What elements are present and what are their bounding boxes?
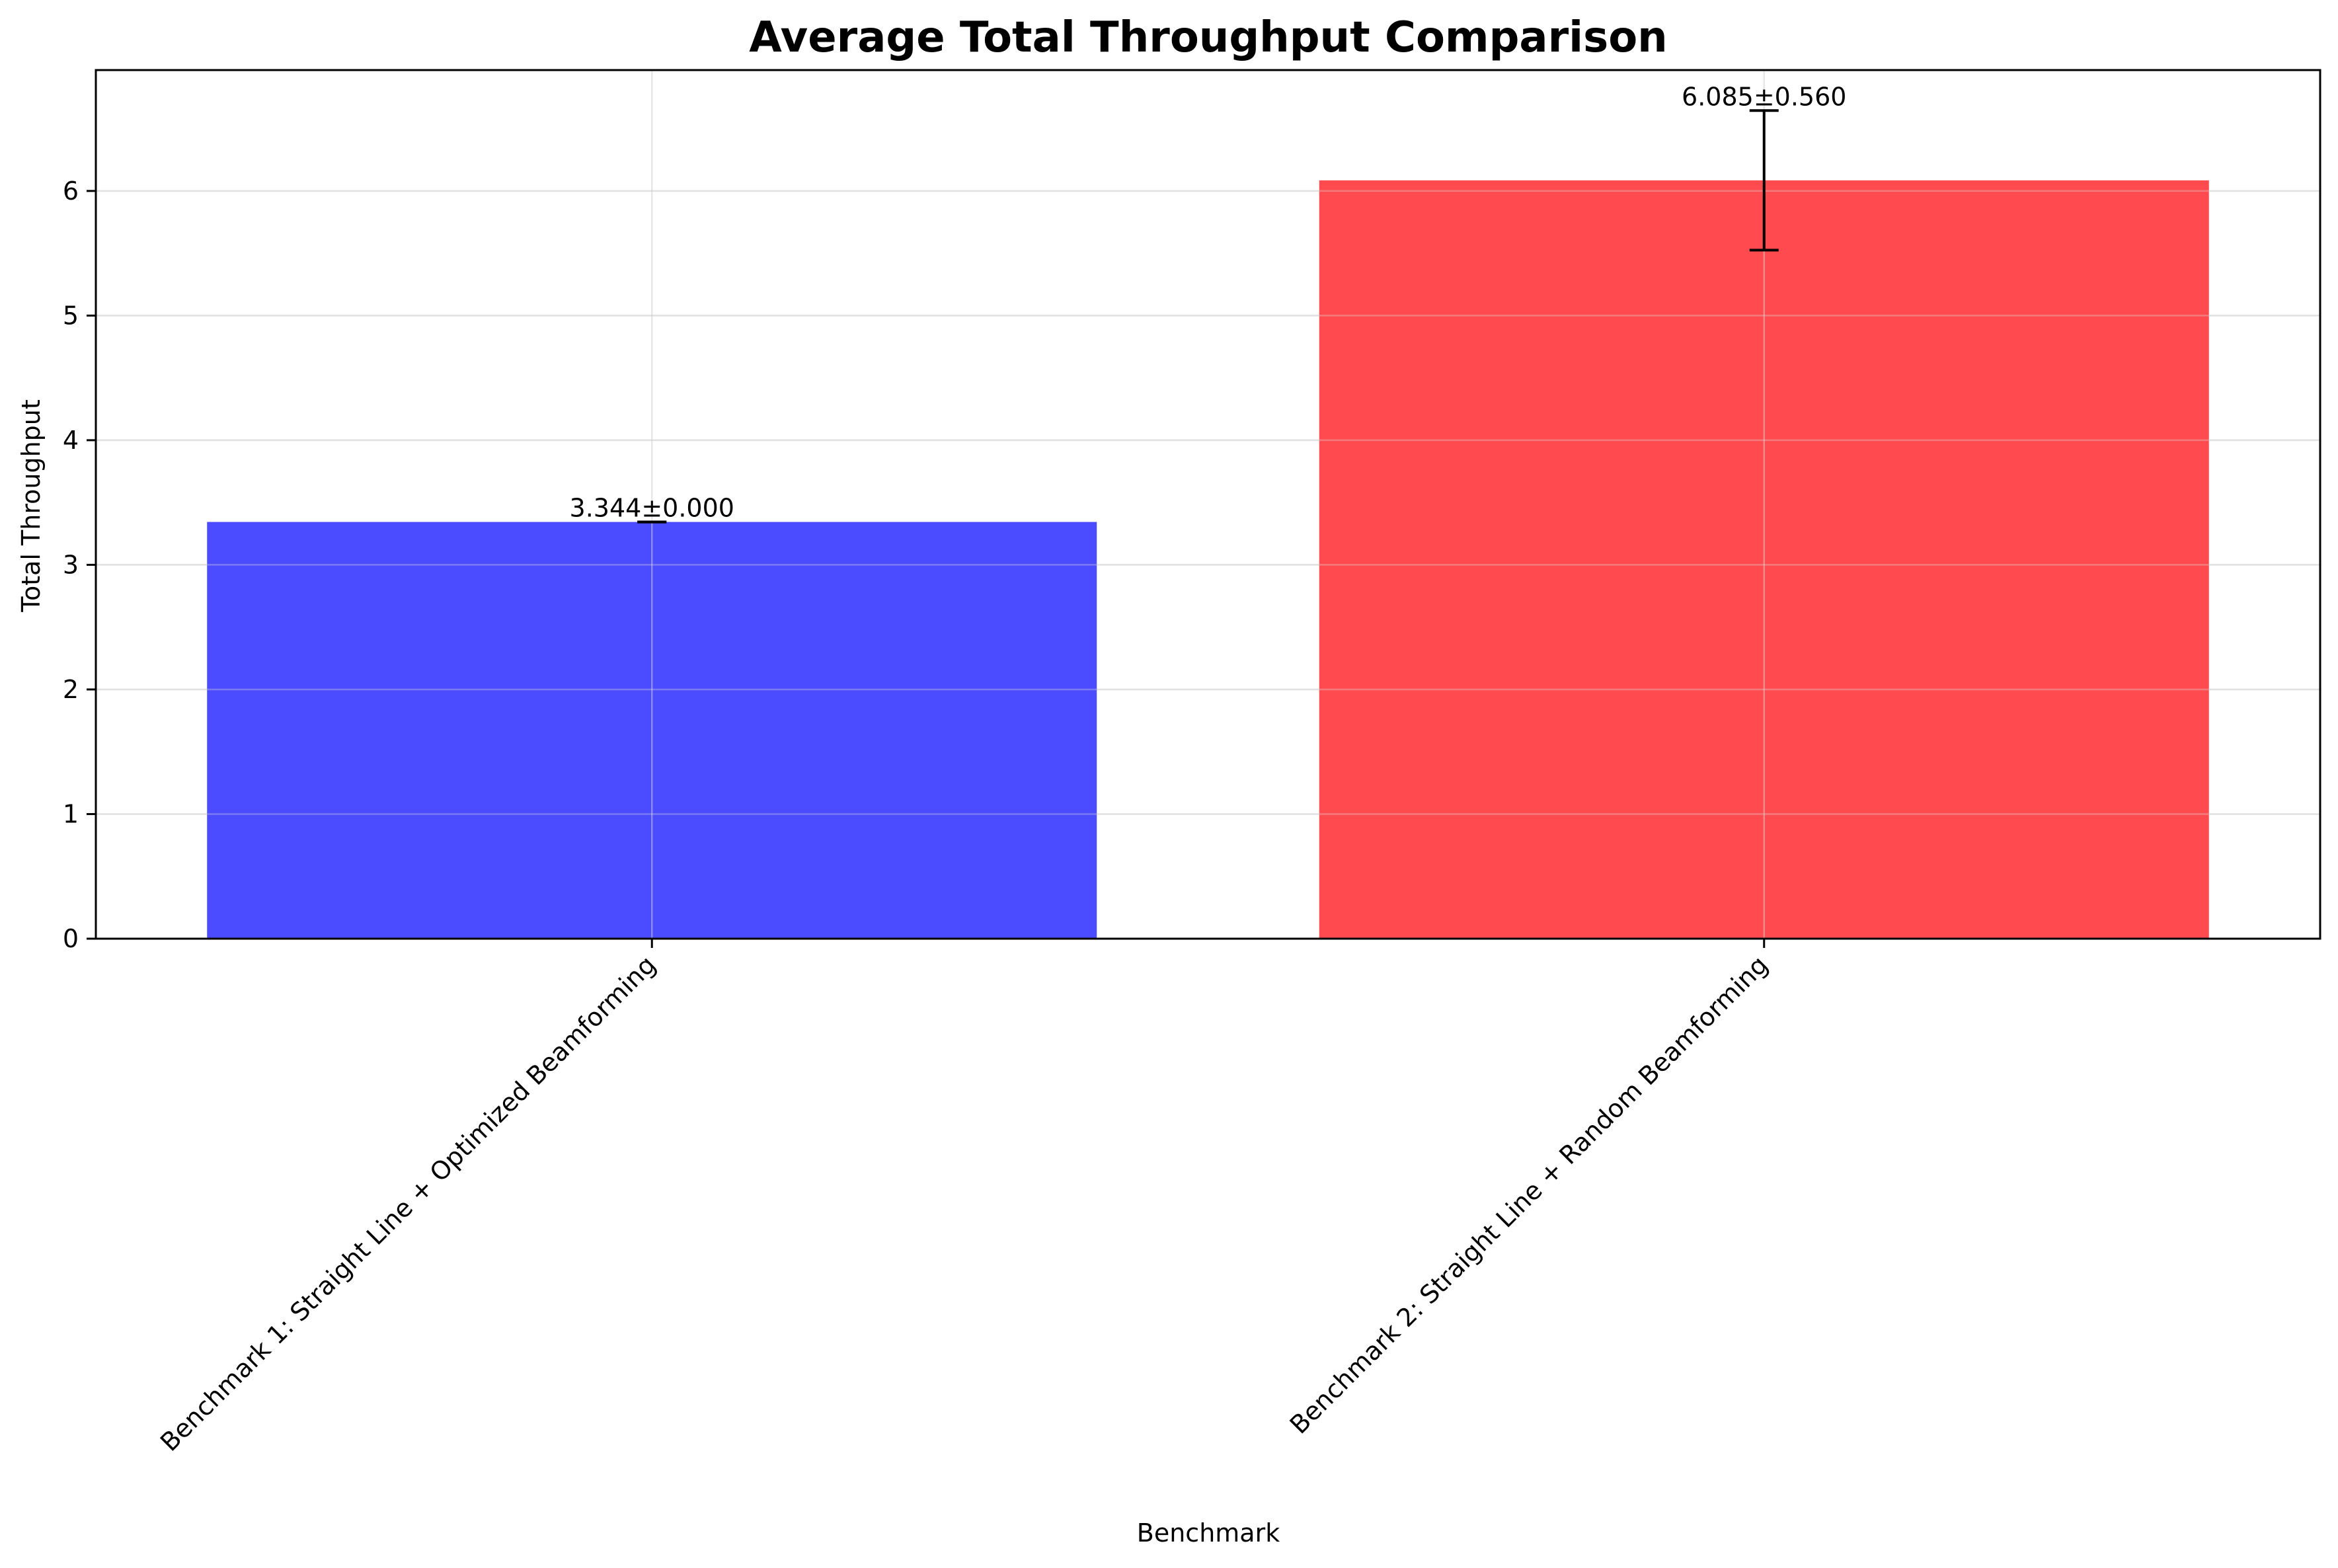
y-tick-label: 2 (63, 675, 79, 704)
data-label-1: 3.344±0.000 (570, 494, 734, 523)
error-bars (637, 109, 1779, 524)
chart-title: Average Total Throughput Comparison (749, 13, 1667, 62)
y-tick-label: 6 (63, 176, 79, 206)
plot-frame (95, 69, 2321, 940)
x-tick-label-1: Benchmark 1: Straight Line + Optimized B… (155, 950, 662, 1457)
bar-1 (207, 522, 1097, 939)
y-tick-label: 1 (63, 799, 79, 828)
y-tick-label: 4 (63, 426, 79, 455)
y-tick-label: 5 (63, 301, 79, 330)
data-labels: 3.344±0.000 6.085±0.560 (570, 82, 1847, 522)
bar-2 (1319, 180, 2209, 939)
y-tick-label: 3 (63, 550, 79, 579)
y-axis-label: Total Throughput (17, 399, 46, 613)
x-tick-label-2: Benchmark 2: Straight Line + Random Beam… (1284, 950, 1773, 1439)
bars (96, 180, 2320, 940)
axes-frame (95, 69, 2321, 940)
data-label-2: 6.085±0.560 (1682, 82, 1846, 111)
y-tick-label: 0 (63, 924, 79, 953)
x-axis-label: Benchmark (1137, 1518, 1280, 1548)
